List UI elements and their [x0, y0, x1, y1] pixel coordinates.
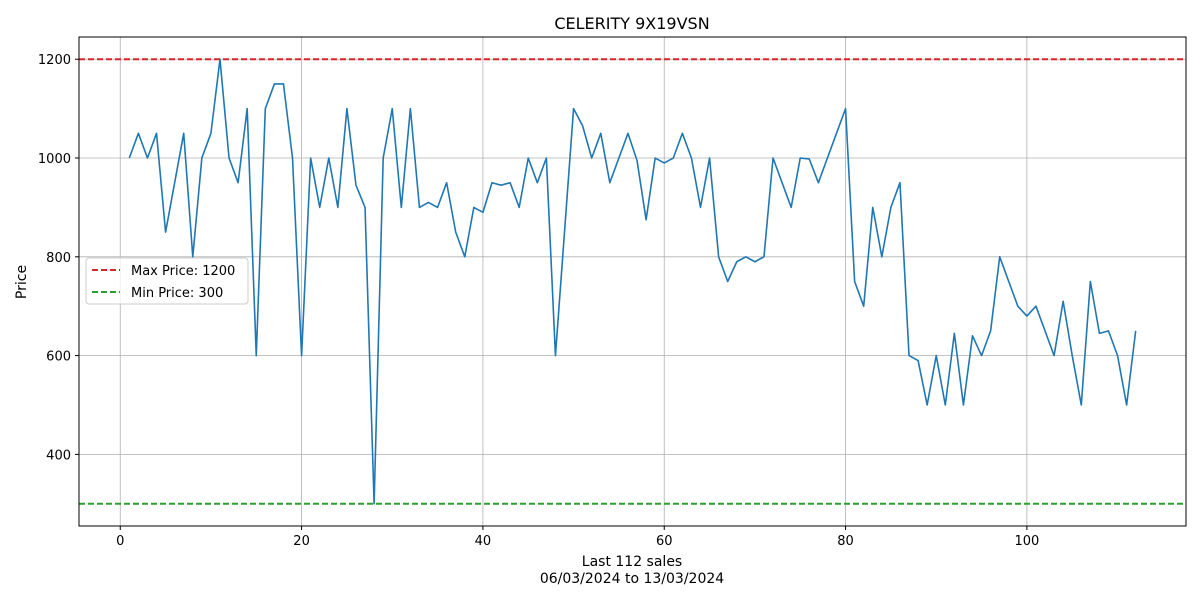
x-axis-sublabel: 06/03/2024 to 13/03/2024 — [540, 571, 724, 587]
y-tick-label: 400 — [46, 448, 71, 463]
price-series-line — [128, 58, 1137, 505]
y-tick-label: 1000 — [38, 152, 71, 167]
y-tick-label: 1200 — [38, 53, 71, 68]
y-axis-ticks: 400 600 800 1000 1200 — [38, 53, 79, 463]
x-axis-label: Last 112 sales — [582, 554, 682, 570]
legend-label-max: Max Price: 1200 — [131, 264, 235, 279]
legend-box — [85, 257, 249, 305]
y-axis-label: Price — [14, 265, 30, 299]
x-tick-label: 100 — [1014, 534, 1039, 549]
x-tick-label: 80 — [837, 534, 854, 549]
x-tick-label: 40 — [475, 534, 492, 549]
legend: Max Price: 1200 Min Price: 300 — [85, 257, 249, 305]
y-tick-label: 600 — [46, 350, 71, 365]
legend-label-min: Min Price: 300 — [131, 286, 223, 301]
x-tick-label: 20 — [293, 534, 310, 549]
x-axis-ticks: 0 20 40 60 80 100 — [116, 526, 1039, 549]
x-tick-label: 60 — [656, 534, 673, 549]
reference-lines — [79, 58, 1186, 505]
series-lines — [128, 58, 1137, 505]
y-tick-label: 800 — [46, 251, 71, 266]
x-tick-label: 0 — [116, 534, 124, 549]
plot-frame — [78, 36, 1187, 527]
chart-title: CELERITY 9X19VSN — [554, 14, 709, 33]
